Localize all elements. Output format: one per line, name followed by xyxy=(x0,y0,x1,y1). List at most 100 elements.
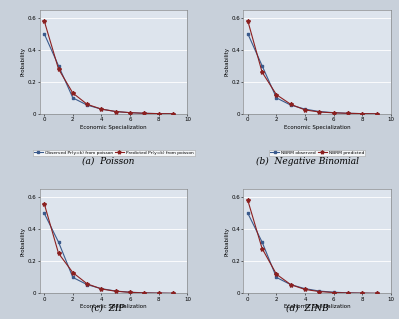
ZINB observed xyxy=(288,283,293,286)
Observed Pr(y=k) from poisson xyxy=(156,112,161,115)
NBRM observed xyxy=(331,111,336,115)
NBRM predicted xyxy=(288,102,293,106)
ZIP observed xyxy=(113,289,118,293)
NBRM predicted xyxy=(303,108,308,112)
ZINB observed xyxy=(346,291,350,295)
ZIP observed xyxy=(171,291,176,295)
ZIP observed xyxy=(56,240,61,244)
Text: (a)  Poisson: (a) Poisson xyxy=(81,157,134,166)
ZINB predicted xyxy=(260,247,265,250)
ZIP predicted xyxy=(99,287,104,291)
Observed Pr(y=k) from poisson xyxy=(171,112,176,116)
Y-axis label: Probability: Probability xyxy=(21,47,26,76)
ZIP predicted xyxy=(142,291,147,295)
Line: ZINB predicted: ZINB predicted xyxy=(246,198,379,295)
ZIP predicted xyxy=(171,291,176,295)
Text: (c)  ZIP: (c) ZIP xyxy=(91,303,124,312)
Line: ZINB observed: ZINB observed xyxy=(247,212,378,295)
Observed Pr(y=k) from poisson xyxy=(113,110,118,114)
Predicted Pr(y=k) from poisson xyxy=(128,111,132,115)
Predicted Pr(y=k) from poisson xyxy=(71,91,75,95)
ZIP predicted xyxy=(71,271,75,275)
ZIP observed xyxy=(71,276,75,279)
ZIP observed xyxy=(99,287,104,291)
Line: Observed Pr(y=k) from poisson: Observed Pr(y=k) from poisson xyxy=(43,32,174,115)
NBRM observed xyxy=(360,112,365,115)
ZINB observed xyxy=(317,289,322,293)
ZIP observed xyxy=(142,291,147,295)
ZIP observed xyxy=(85,283,89,286)
NBRM predicted xyxy=(374,112,379,116)
ZIP observed xyxy=(128,290,132,294)
ZINB observed xyxy=(303,287,308,291)
ZINB predicted xyxy=(360,291,365,295)
ZIP observed xyxy=(42,211,47,215)
X-axis label: Economic Specialization: Economic Specialization xyxy=(284,304,351,309)
Text: (b)  Negative Binomial: (b) Negative Binomial xyxy=(256,157,359,166)
Observed Pr(y=k) from poisson xyxy=(99,107,104,111)
ZINB predicted xyxy=(274,272,279,276)
Line: NBRM predicted: NBRM predicted xyxy=(246,19,379,116)
Observed Pr(y=k) from poisson xyxy=(85,103,89,107)
NBRM observed xyxy=(288,103,293,107)
NBRM observed xyxy=(374,112,379,116)
Observed Pr(y=k) from poisson xyxy=(42,32,47,36)
ZINB observed xyxy=(374,291,379,295)
ZIP observed xyxy=(156,291,161,295)
ZINB observed xyxy=(274,276,279,279)
Y-axis label: Probability: Probability xyxy=(224,47,229,76)
NBRM observed xyxy=(303,107,308,111)
ZINB predicted xyxy=(288,283,293,286)
NBRM observed xyxy=(317,110,322,114)
ZIP predicted xyxy=(42,202,47,205)
ZIP predicted xyxy=(56,251,61,255)
Line: NBRM observed: NBRM observed xyxy=(247,32,378,115)
Predicted Pr(y=k) from poisson xyxy=(56,67,61,71)
NBRM predicted xyxy=(331,111,336,115)
ZIP predicted xyxy=(128,290,132,294)
Line: Predicted Pr(y=k) from poisson: Predicted Pr(y=k) from poisson xyxy=(42,19,175,116)
NBRM predicted xyxy=(360,112,365,115)
X-axis label: Economic Specialization: Economic Specialization xyxy=(284,124,351,130)
ZINB predicted xyxy=(245,198,250,202)
NBRM predicted xyxy=(274,93,279,97)
Text: (d)  ZINB: (d) ZINB xyxy=(286,303,329,312)
Line: ZIP predicted: ZIP predicted xyxy=(42,202,175,295)
Predicted Pr(y=k) from poisson xyxy=(156,112,161,115)
Predicted Pr(y=k) from poisson xyxy=(171,112,176,116)
ZIP predicted xyxy=(156,291,161,295)
Observed Pr(y=k) from poisson xyxy=(128,111,132,115)
Line: ZIP observed: ZIP observed xyxy=(43,212,174,295)
Observed Pr(y=k) from poisson xyxy=(71,96,75,100)
ZINB predicted xyxy=(317,290,322,293)
Predicted Pr(y=k) from poisson xyxy=(85,102,89,106)
ZINB predicted xyxy=(374,291,379,295)
ZINB observed xyxy=(360,291,365,295)
NBRM observed xyxy=(346,111,350,115)
Predicted Pr(y=k) from poisson xyxy=(113,110,118,114)
ZINB predicted xyxy=(346,291,350,295)
Observed Pr(y=k) from poisson xyxy=(142,111,147,115)
X-axis label: Economic Specialization: Economic Specialization xyxy=(80,124,147,130)
NBRM observed xyxy=(260,64,265,68)
NBRM predicted xyxy=(260,70,265,74)
ZINB observed xyxy=(260,240,265,244)
NBRM predicted xyxy=(346,111,350,115)
ZINB predicted xyxy=(303,287,308,291)
ZINB predicted xyxy=(331,291,336,294)
NBRM predicted xyxy=(317,110,322,114)
ZINB observed xyxy=(245,211,250,215)
NBRM observed xyxy=(245,32,250,36)
Predicted Pr(y=k) from poisson xyxy=(142,111,147,115)
Legend: NBRM observed, NBRM predicted: NBRM observed, NBRM predicted xyxy=(269,150,365,156)
Legend: Observed Pr(y=k) from poisson, Predicted Pr(y=k) from poisson: Observed Pr(y=k) from poisson, Predicted… xyxy=(33,150,195,156)
ZINB observed xyxy=(331,290,336,294)
Y-axis label: Probability: Probability xyxy=(21,227,26,256)
ZIP predicted xyxy=(85,282,89,286)
NBRM observed xyxy=(274,96,279,100)
NBRM predicted xyxy=(245,19,250,23)
Observed Pr(y=k) from poisson xyxy=(56,64,61,68)
Predicted Pr(y=k) from poisson xyxy=(99,107,104,111)
ZIP predicted xyxy=(113,289,118,293)
Y-axis label: Probability: Probability xyxy=(224,227,229,256)
